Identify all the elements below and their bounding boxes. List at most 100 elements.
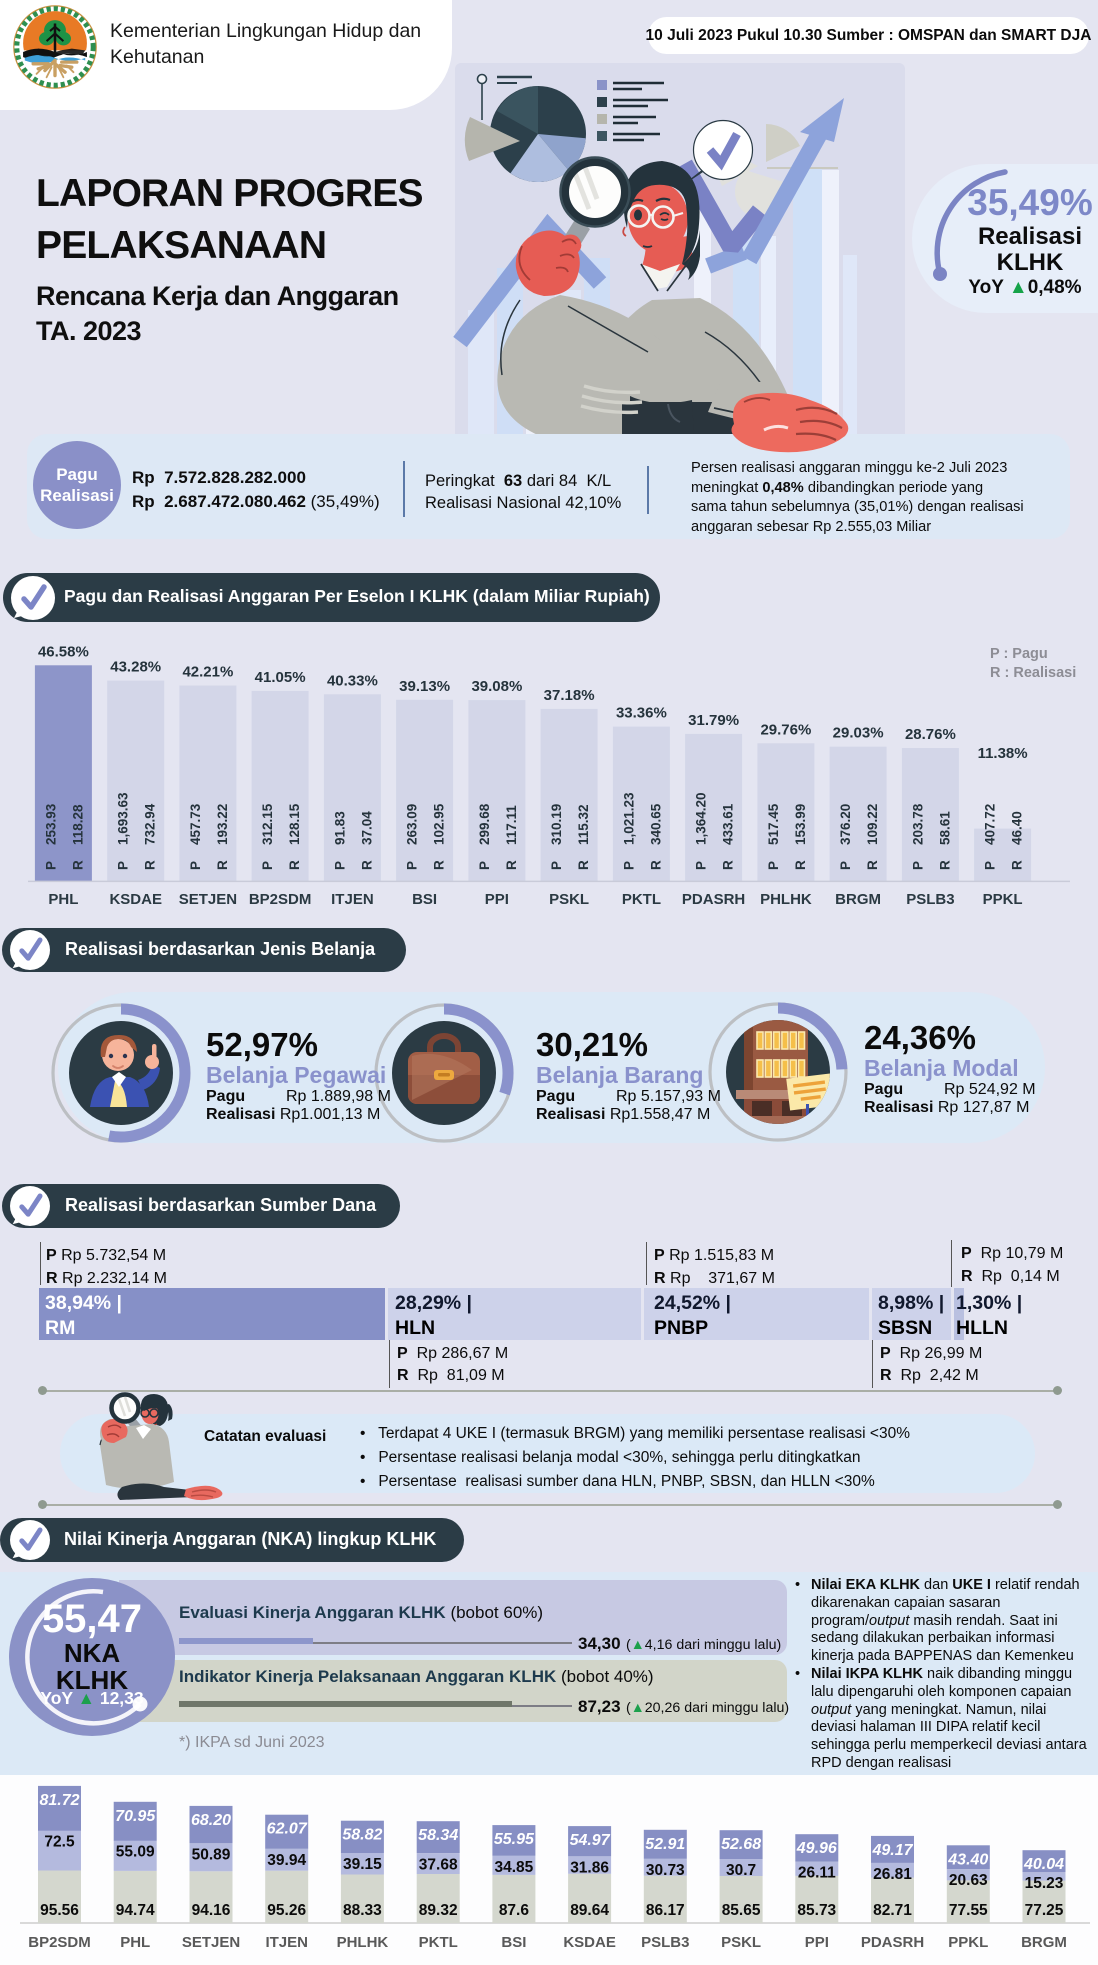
svg-text:299.68: 299.68 bbox=[477, 803, 492, 845]
svg-text:P: P bbox=[766, 861, 781, 870]
svg-text:81.72: 81.72 bbox=[39, 1792, 79, 1809]
svg-text:R: R bbox=[432, 860, 447, 870]
svg-text:R: R bbox=[576, 860, 591, 870]
svg-text:29.76%: 29.76% bbox=[760, 721, 811, 738]
svg-text:457.73: 457.73 bbox=[188, 803, 203, 845]
svg-text:77.55: 77.55 bbox=[949, 1902, 988, 1919]
svg-text:PSKL: PSKL bbox=[721, 1934, 761, 1951]
svg-text:517.45: 517.45 bbox=[766, 803, 781, 845]
svg-text:R: R bbox=[143, 860, 158, 870]
svg-text:376.20: 376.20 bbox=[838, 804, 853, 845]
svg-text:P: P bbox=[116, 861, 131, 870]
svg-text:R: R bbox=[793, 860, 808, 870]
svg-text:KSDAE: KSDAE bbox=[109, 891, 162, 908]
svg-text:58.82: 58.82 bbox=[342, 1827, 382, 1844]
svg-text:PKTL: PKTL bbox=[419, 1934, 458, 1951]
svg-text:94.74: 94.74 bbox=[116, 1902, 155, 1919]
svg-text:40.33%: 40.33% bbox=[327, 672, 378, 689]
svg-text:PPI: PPI bbox=[805, 1934, 829, 1951]
svg-text:263.09: 263.09 bbox=[405, 804, 420, 845]
svg-text:31.86: 31.86 bbox=[570, 1859, 609, 1876]
svg-text:340.65: 340.65 bbox=[648, 803, 663, 845]
svg-text:P : Pagu: P : Pagu bbox=[990, 646, 1048, 662]
svg-text:37.18%: 37.18% bbox=[544, 687, 595, 704]
svg-text:49.96: 49.96 bbox=[796, 1840, 837, 1857]
svg-text:ITJEN: ITJEN bbox=[331, 891, 374, 908]
svg-text:26.11: 26.11 bbox=[798, 1865, 836, 1882]
svg-text:50.89: 50.89 bbox=[192, 1846, 231, 1863]
svg-text:BRGM: BRGM bbox=[1021, 1934, 1067, 1951]
svg-text:PDASRH: PDASRH bbox=[682, 891, 745, 908]
svg-text:PHLHK: PHLHK bbox=[760, 891, 812, 908]
svg-text:P: P bbox=[188, 861, 203, 870]
svg-text:P: P bbox=[621, 861, 636, 870]
svg-text:87.6: 87.6 bbox=[499, 1902, 530, 1919]
svg-text:ITJEN: ITJEN bbox=[265, 1934, 308, 1951]
svg-text:1,364.20: 1,364.20 bbox=[694, 792, 709, 845]
svg-text:55.09: 55.09 bbox=[116, 1844, 155, 1861]
svg-text:PDASRH: PDASRH bbox=[861, 1934, 924, 1951]
svg-text:P: P bbox=[43, 861, 58, 870]
svg-text:94.16: 94.16 bbox=[192, 1902, 231, 1919]
svg-text:72.5: 72.5 bbox=[44, 1834, 75, 1851]
svg-text:118.28: 118.28 bbox=[70, 804, 85, 845]
svg-text:PPI: PPI bbox=[485, 891, 509, 908]
svg-text:193.22: 193.22 bbox=[215, 804, 230, 845]
svg-text:P: P bbox=[549, 861, 564, 870]
svg-text:52.91: 52.91 bbox=[645, 1836, 685, 1853]
svg-text:20.63: 20.63 bbox=[949, 1872, 988, 1889]
svg-text:PSLB3: PSLB3 bbox=[906, 891, 954, 908]
svg-text:203.78: 203.78 bbox=[910, 803, 925, 845]
svg-text:28.76%: 28.76% bbox=[905, 726, 956, 743]
svg-text:15.23: 15.23 bbox=[1025, 1875, 1064, 1892]
svg-text:P: P bbox=[910, 861, 925, 870]
svg-text:86.17: 86.17 bbox=[646, 1902, 685, 1919]
svg-text:89.32: 89.32 bbox=[419, 1902, 458, 1919]
svg-text:PHLHK: PHLHK bbox=[337, 1934, 389, 1951]
svg-text:88.33: 88.33 bbox=[343, 1902, 382, 1919]
svg-text:128.15: 128.15 bbox=[287, 803, 302, 845]
svg-text:433.61: 433.61 bbox=[721, 803, 736, 845]
svg-text:R: R bbox=[865, 860, 880, 870]
svg-text:R: R bbox=[504, 860, 519, 870]
svg-text:SETJEN: SETJEN bbox=[179, 891, 237, 908]
svg-text:39.08%: 39.08% bbox=[471, 678, 522, 695]
svg-text:58.34: 58.34 bbox=[418, 1827, 458, 1844]
svg-text:31.79%: 31.79% bbox=[688, 712, 739, 729]
svg-text:85.73: 85.73 bbox=[797, 1902, 836, 1919]
svg-text:732.94: 732.94 bbox=[143, 803, 158, 845]
svg-text:BSI: BSI bbox=[412, 891, 437, 908]
svg-text:29.03%: 29.03% bbox=[833, 725, 884, 742]
svg-text:70.95: 70.95 bbox=[115, 1808, 156, 1825]
svg-text:253.93: 253.93 bbox=[43, 803, 58, 845]
svg-text:SETJEN: SETJEN bbox=[182, 1934, 240, 1951]
svg-text:95.26: 95.26 bbox=[267, 1902, 306, 1919]
svg-text:153.99: 153.99 bbox=[793, 804, 808, 845]
svg-text:P: P bbox=[838, 861, 853, 870]
svg-text:PSKL: PSKL bbox=[549, 891, 589, 908]
svg-text:P: P bbox=[983, 861, 998, 870]
svg-text:30.73: 30.73 bbox=[646, 1862, 685, 1879]
svg-text:109.22: 109.22 bbox=[865, 804, 880, 845]
svg-text:310.19: 310.19 bbox=[549, 804, 564, 845]
svg-text:26.81: 26.81 bbox=[873, 1866, 912, 1883]
svg-text:33.36%: 33.36% bbox=[616, 705, 667, 722]
svg-text:PPKL: PPKL bbox=[983, 891, 1023, 908]
svg-text:R: R bbox=[70, 860, 85, 870]
svg-text:P: P bbox=[477, 861, 492, 870]
svg-text:42.21%: 42.21% bbox=[182, 664, 233, 681]
svg-text:BP2SDM: BP2SDM bbox=[249, 891, 312, 908]
svg-text:R: R bbox=[721, 860, 736, 870]
svg-text:95.56: 95.56 bbox=[40, 1902, 79, 1919]
svg-text:R: R bbox=[359, 860, 374, 870]
svg-text:39.13%: 39.13% bbox=[399, 678, 450, 695]
svg-text:91.83: 91.83 bbox=[332, 811, 347, 845]
svg-text:P: P bbox=[260, 861, 275, 870]
svg-text:39.94: 39.94 bbox=[267, 1852, 306, 1869]
svg-text:BSI: BSI bbox=[501, 1934, 526, 1951]
svg-text:43.28%: 43.28% bbox=[110, 659, 161, 676]
svg-text:68.20: 68.20 bbox=[191, 1812, 231, 1829]
svg-text:37.68: 37.68 bbox=[419, 1856, 458, 1873]
svg-text:46.40: 46.40 bbox=[1010, 811, 1025, 845]
svg-text:37.04: 37.04 bbox=[359, 811, 374, 845]
